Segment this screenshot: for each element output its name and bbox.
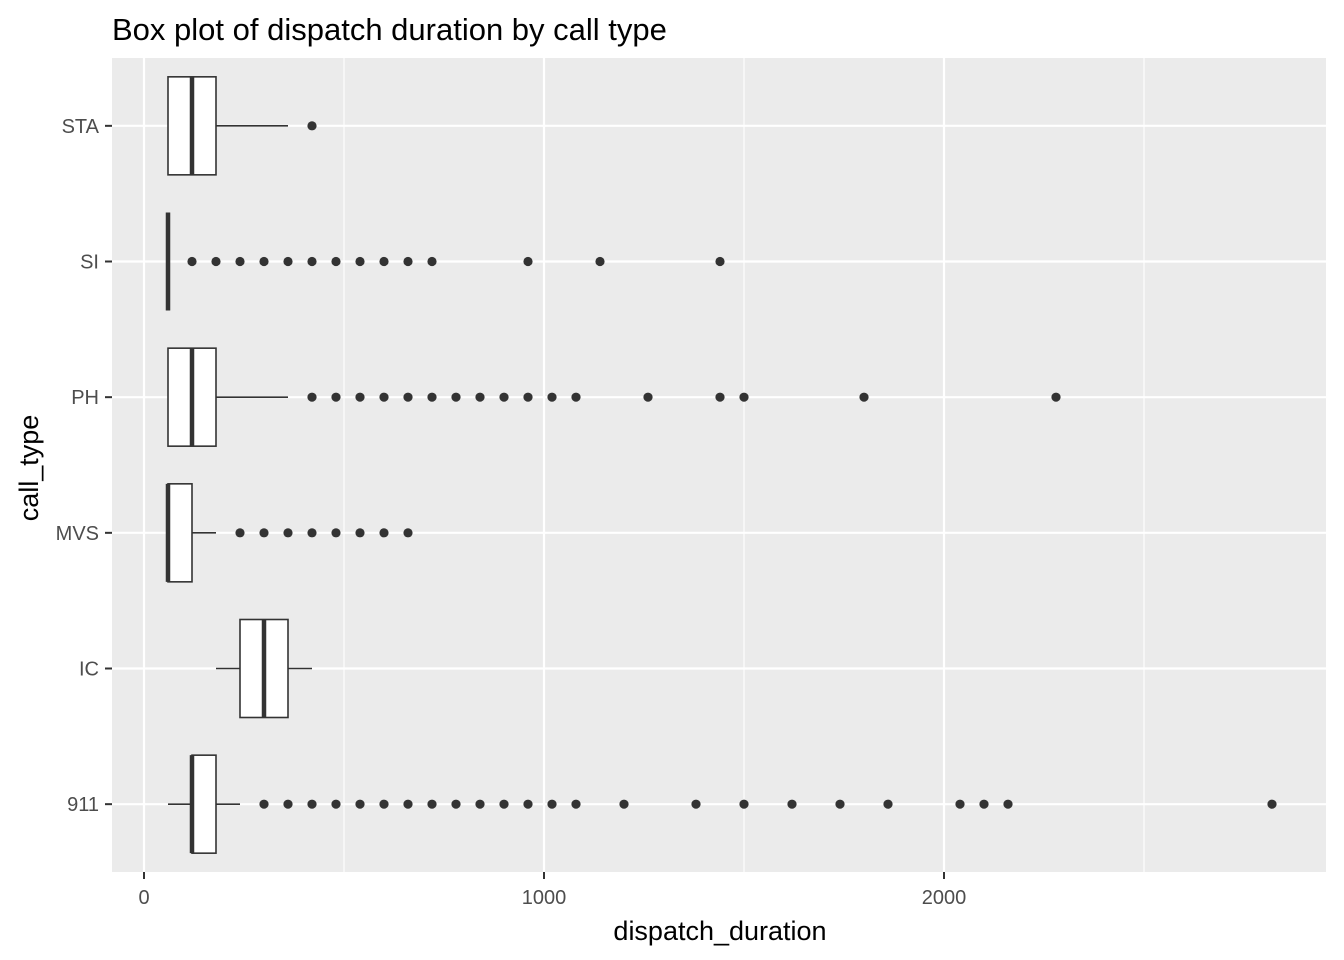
outlier-point: [235, 528, 245, 538]
outlier-point: [475, 799, 485, 809]
outlier-point: [499, 392, 509, 402]
y-tick-label: SI: [80, 252, 99, 274]
box-911: [168, 754, 1277, 854]
outlier-point: [475, 392, 485, 402]
outlier-point: [355, 799, 365, 809]
x-tick-label: 2000: [922, 887, 967, 909]
outlier-point: [403, 528, 413, 538]
boxes-layer: [165, 76, 1277, 854]
outlier-point: [571, 799, 581, 809]
outlier-point: [451, 392, 461, 402]
outlier-point: [643, 392, 653, 402]
outlier-point: [331, 799, 341, 809]
outlier-point: [235, 256, 245, 267]
y-tick-label: STA: [62, 116, 100, 138]
outlier-point: [331, 256, 341, 267]
box-ic: [216, 618, 312, 719]
outlier-point: [835, 799, 845, 809]
outlier-point: [523, 392, 533, 402]
outlier-point: [1051, 392, 1061, 402]
outlier-point: [451, 799, 461, 809]
box-ph: [167, 347, 1061, 447]
outlier-point: [379, 256, 389, 267]
box-sta: [167, 76, 317, 176]
outlier-point: [619, 799, 629, 809]
outlier-point: [331, 528, 341, 538]
box-si: [165, 212, 725, 311]
outlier-point: [523, 799, 533, 809]
outlier-point: [307, 121, 317, 131]
y-tick-label: 911: [67, 794, 99, 816]
box-iqr: [167, 483, 193, 583]
outlier-point: [259, 799, 269, 809]
outlier-point: [283, 256, 293, 267]
outlier-point: [259, 528, 269, 538]
outlier-point: [499, 799, 509, 809]
box-mvs: [165, 483, 413, 583]
outlier-point: [739, 799, 749, 809]
outlier-point: [307, 256, 317, 267]
x-axis-title: dispatch_duration: [613, 916, 826, 946]
outlier-point: [259, 256, 269, 267]
outlier-point: [211, 256, 221, 267]
outlier-point: [427, 256, 437, 267]
outlier-point: [547, 799, 557, 809]
outlier-point: [571, 392, 581, 402]
outlier-point: [547, 392, 557, 402]
outlier-point: [427, 799, 437, 809]
outlier-point: [307, 528, 317, 538]
box-iqr: [191, 754, 217, 854]
chart-title: Box plot of dispatch duration by call ty…: [112, 12, 667, 47]
outlier-point: [403, 392, 413, 402]
outlier-point: [307, 392, 317, 402]
outlier-point: [1267, 799, 1277, 809]
x-axis: 0 1000 2000: [138, 872, 966, 909]
outlier-point: [283, 799, 293, 809]
outlier-point: [715, 392, 725, 402]
outlier-point: [379, 528, 389, 538]
outlier-point: [403, 799, 413, 809]
outlier-point: [355, 528, 365, 538]
outlier-point: [283, 528, 293, 538]
outlier-point: [715, 256, 725, 267]
outlier-point: [187, 256, 197, 267]
outlier-point: [955, 799, 965, 809]
outlier-point: [355, 256, 365, 267]
outlier-point: [883, 799, 893, 809]
x-tick-label: 1000: [522, 887, 567, 909]
outlier-point: [787, 799, 797, 809]
outlier-point: [307, 799, 317, 809]
y-tick-label: MVS: [56, 523, 99, 545]
outlier-point: [1003, 799, 1013, 809]
outlier-point: [403, 256, 413, 267]
outlier-point: [379, 799, 389, 809]
outlier-point: [427, 392, 437, 402]
plot-panel: [112, 58, 1326, 872]
outlier-point: [379, 392, 389, 402]
outlier-point: [331, 392, 341, 402]
y-tick-label: IC: [79, 659, 99, 681]
outlier-point: [355, 392, 365, 402]
x-tick-label: 0: [138, 887, 149, 909]
y-axis-title: call_type: [14, 415, 44, 522]
minor-gridlines: [343, 58, 1145, 872]
y-axis: 911 IC MVS PH SI STA: [56, 116, 112, 816]
y-tick-label: PH: [71, 387, 99, 409]
outlier-point: [523, 256, 533, 267]
outlier-point: [859, 392, 869, 402]
outlier-point: [691, 799, 701, 809]
outlier-point: [595, 256, 605, 267]
outlier-point: [979, 799, 989, 809]
outlier-point: [739, 392, 749, 402]
